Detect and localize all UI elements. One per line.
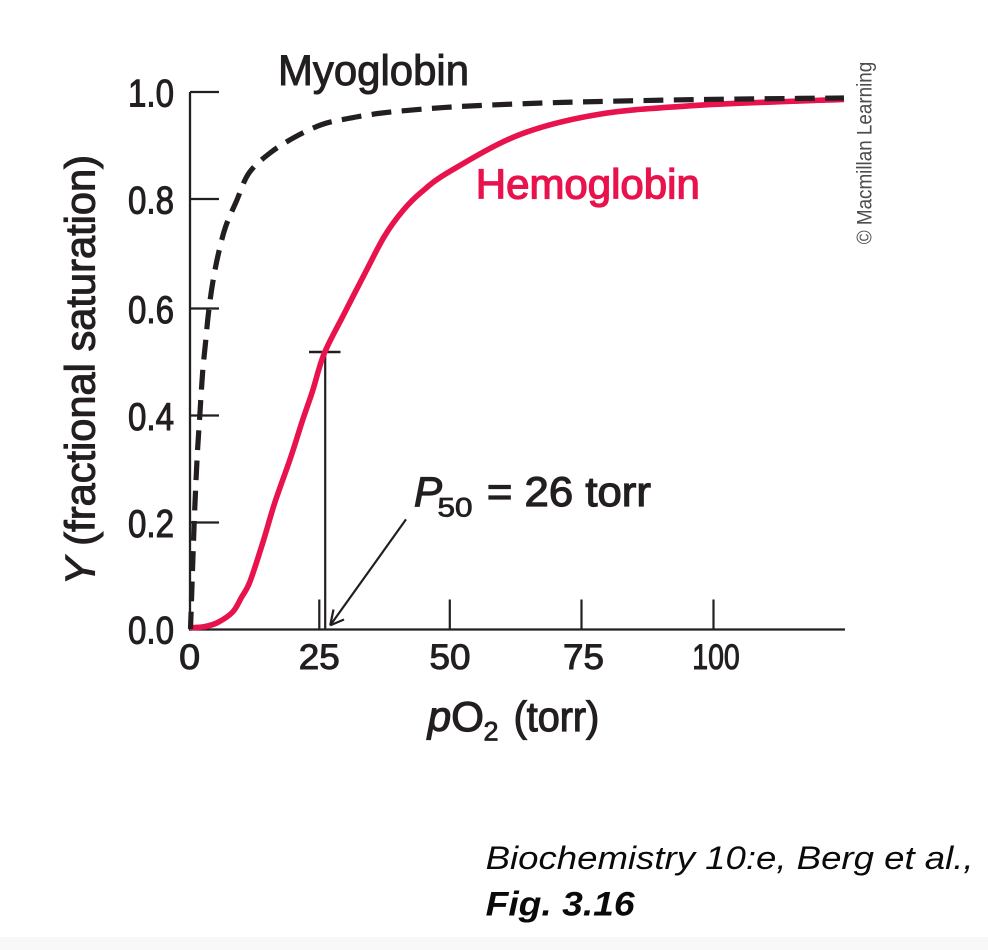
svg-text:75: 75 [563,638,604,677]
svg-text:(torr): (torr) [514,693,600,740]
svg-text:O: O [451,693,484,740]
svg-text:0.2: 0.2 [128,503,174,546]
svg-text:Biochemistry 10:e, Berg et al.: Biochemistry 10:e, Berg et al., [486,840,974,876]
svg-text:50: 50 [430,638,471,677]
svg-text:25: 25 [299,638,340,677]
svg-text:P: P [414,468,442,515]
svg-text:2: 2 [484,717,499,747]
svg-text:Y (fractional saturation): Y (fractional saturation) [57,155,104,585]
svg-text:© Macmillan Learning: © Macmillan Learning [854,62,877,245]
svg-text:0: 0 [179,638,200,677]
svg-text:0.4: 0.4 [128,396,174,439]
svg-text:= 26 torr: = 26 torr [487,468,651,515]
svg-text:1.0: 1.0 [128,73,174,116]
svg-text:Fig. 3.16: Fig. 3.16 [486,885,636,923]
svg-text:0.0: 0.0 [128,610,174,653]
svg-text:0.8: 0.8 [128,180,174,223]
svg-text:Myoglobin: Myoglobin [278,47,469,95]
svg-text:0.6: 0.6 [128,289,174,332]
svg-text:50: 50 [438,493,473,523]
svg-text:Hemoglobin: Hemoglobin [476,161,700,208]
svg-text:p: p [426,693,451,740]
svg-text:100: 100 [692,638,740,677]
